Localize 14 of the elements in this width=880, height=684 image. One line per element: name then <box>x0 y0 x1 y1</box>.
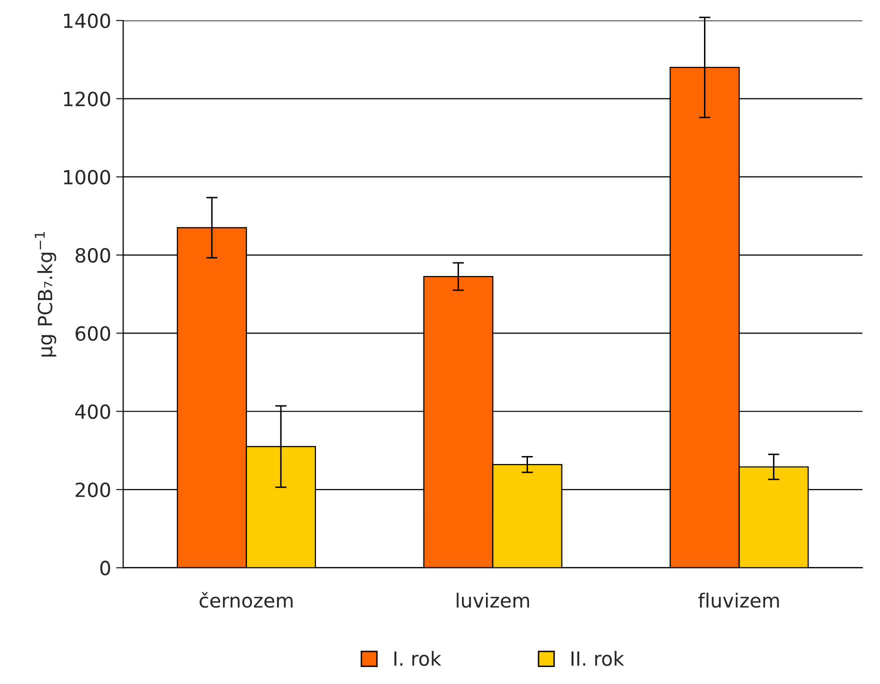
y-tick-label: 1000 <box>64 170 110 185</box>
x-tick-label: luvizem <box>456 592 530 608</box>
y-axis-title: µg PCB₇.kg$^{−1}$ <box>34 232 56 356</box>
x-tick-label: černozem <box>200 592 293 608</box>
legend-label: I. rok <box>394 650 442 666</box>
y-tick-label: 600 <box>76 326 110 341</box>
y-tick-label: 200 <box>76 482 110 498</box>
y-tick-label: 400 <box>75 404 110 420</box>
y-tick-label: 1400 <box>64 13 110 28</box>
x-tick-label: fluvizem <box>698 592 779 608</box>
y-tick-label: 0 <box>100 560 110 576</box>
y-tick-label: 1200 <box>64 92 110 106</box>
legend-label: II. rok <box>572 650 624 666</box>
y-tick-label: 800 <box>76 248 110 263</box>
